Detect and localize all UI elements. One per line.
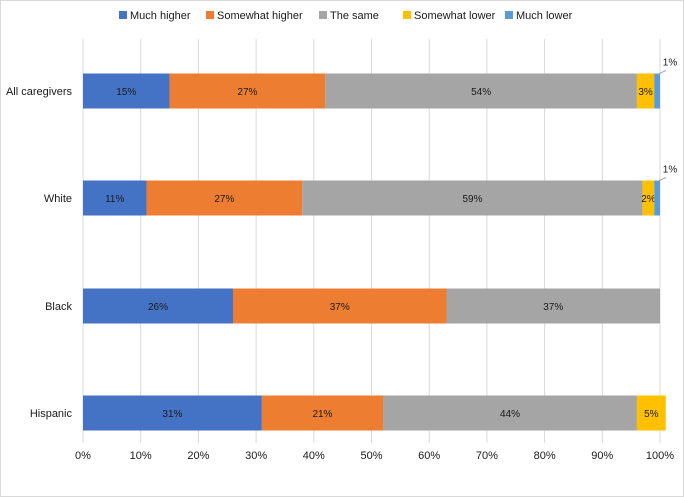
bar-segment	[261, 395, 384, 431]
x-tick-label: 40%	[303, 450, 325, 462]
data-label: 21%	[312, 409, 332, 420]
category-label: Hispanic	[30, 408, 73, 420]
data-label: 15%	[116, 87, 136, 98]
data-label: 31%	[162, 409, 182, 420]
bar-segment	[169, 73, 326, 109]
bar-segment	[302, 180, 643, 216]
x-tick-label: 10%	[130, 450, 152, 462]
data-label: 44%	[500, 409, 520, 420]
data-label: 1%	[663, 165, 678, 176]
legend-swatch	[119, 11, 127, 19]
legend-entry: Much lower	[516, 10, 573, 22]
bar-segment	[325, 73, 637, 109]
x-tick-label: 60%	[418, 450, 440, 462]
bar-segment	[654, 180, 660, 216]
legend-swatch	[505, 11, 513, 19]
data-label: 27%	[237, 87, 257, 98]
data-label: 27%	[214, 194, 234, 205]
bar-segment	[83, 395, 262, 431]
bar-segment	[83, 180, 147, 216]
category-label: All caregivers	[6, 86, 73, 98]
legend-entry: The same	[330, 10, 379, 22]
data-label: 3%	[638, 87, 653, 98]
bar-segment	[642, 180, 655, 216]
x-tick-label: 80%	[534, 450, 556, 462]
bar-segment	[636, 395, 666, 431]
bar-segment	[146, 180, 303, 216]
x-tick-label: 30%	[245, 450, 267, 462]
bar-segment	[83, 288, 234, 324]
bar-segment	[383, 395, 637, 431]
legend-swatch	[206, 11, 214, 19]
category-label: White	[44, 193, 72, 205]
x-tick-label: 70%	[476, 450, 498, 462]
legend-entry: Much higher	[130, 10, 191, 22]
bar-segment	[233, 288, 447, 324]
data-label: 1%	[663, 58, 678, 69]
data-label: 26%	[148, 302, 168, 313]
x-tick-label: 90%	[591, 450, 613, 462]
data-label: 5%	[644, 409, 659, 420]
data-label-leader	[656, 177, 667, 182]
legend-swatch	[319, 11, 327, 19]
x-tick-label: 20%	[187, 450, 209, 462]
x-tick-label: 50%	[360, 450, 382, 462]
category-label: Black	[45, 301, 72, 313]
data-label: 54%	[471, 87, 491, 98]
data-label: 59%	[462, 194, 482, 205]
bar-segment	[636, 73, 655, 109]
data-label-leader	[656, 70, 667, 75]
bar-segment	[446, 288, 660, 324]
legend-swatch	[403, 11, 411, 19]
data-label: 2%	[641, 194, 656, 205]
legend-entry: Somewhat higher	[217, 10, 303, 22]
legend-entry: Somewhat lower	[414, 10, 496, 22]
x-tick-label: 0%	[75, 450, 91, 462]
bar-segment	[83, 73, 170, 109]
bar-segment	[654, 73, 660, 109]
data-label: 37%	[330, 302, 350, 313]
data-label: 37%	[543, 302, 563, 313]
x-tick-label: 100%	[646, 450, 674, 462]
data-label: 11%	[105, 194, 124, 205]
